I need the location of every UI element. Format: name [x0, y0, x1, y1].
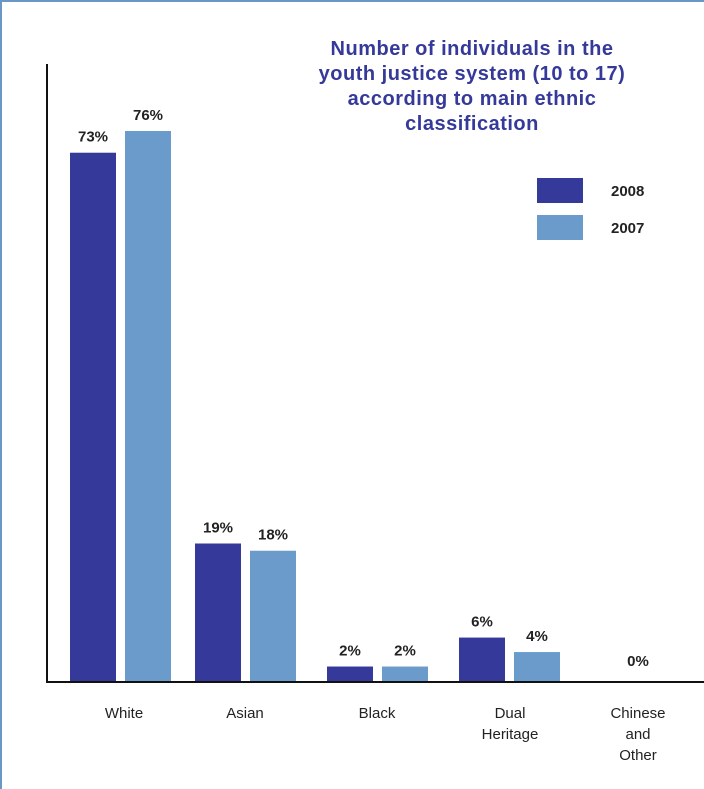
data-label-2007-0: 76% — [133, 107, 163, 124]
data-label-2008-2: 2% — [339, 643, 361, 660]
legend-swatch-2007 — [537, 215, 583, 240]
data-label-2007-2: 2% — [394, 643, 416, 660]
x-tick-label: Other — [619, 747, 657, 764]
legend-label-2007: 2007 — [611, 220, 644, 237]
chart-title-line: youth justice system (10 to 17) — [319, 63, 626, 85]
bar-2007-0 — [125, 131, 171, 681]
chart-title-line: Number of individuals in the — [331, 38, 614, 60]
x-tick-label: Asian — [226, 705, 264, 722]
chart-title-line: classification — [405, 113, 539, 135]
data-label-2008-4: 0% — [627, 653, 649, 670]
chart-title-line: according to main ethnic — [348, 88, 597, 110]
bar-2007-1 — [250, 550, 296, 681]
data-label-2008-3: 6% — [471, 614, 493, 631]
x-tick-label: White — [105, 705, 143, 722]
legend-swatch-2008 — [537, 178, 583, 203]
legend-label-2008: 2008 — [611, 183, 644, 200]
x-tick-label: Heritage — [482, 726, 539, 743]
x-tick-label: Black — [359, 705, 396, 722]
bar-2008-0 — [70, 152, 116, 682]
chart-title: Number of individuals in the youth justic… — [319, 38, 626, 135]
data-label-2008-0: 73% — [78, 129, 108, 146]
x-tick-label: Dual — [495, 705, 526, 722]
bar-2007-3 — [514, 652, 560, 681]
x-axis-tick-labels: White Asian Black Dual Heritage Chinese and Oth… — [105, 705, 666, 764]
axes — [46, 64, 704, 683]
bars — [70, 131, 560, 682]
bar-2008-1 — [195, 543, 241, 681]
data-label-2007-3: 4% — [526, 628, 548, 645]
bar-2008-3 — [459, 637, 505, 681]
bar-2008-2 — [327, 666, 373, 681]
data-label-2007-1: 18% — [258, 527, 288, 544]
data-label-2008-1: 19% — [203, 520, 233, 537]
x-tick-label: and — [625, 726, 650, 743]
chart-legend: 2008 2007 — [537, 178, 644, 240]
value-labels: 73% 76% 19% 18% 2% 2% 6% 4% 0% — [78, 107, 649, 670]
bar-2007-2 — [382, 666, 428, 681]
x-tick-label: Chinese — [610, 705, 665, 722]
